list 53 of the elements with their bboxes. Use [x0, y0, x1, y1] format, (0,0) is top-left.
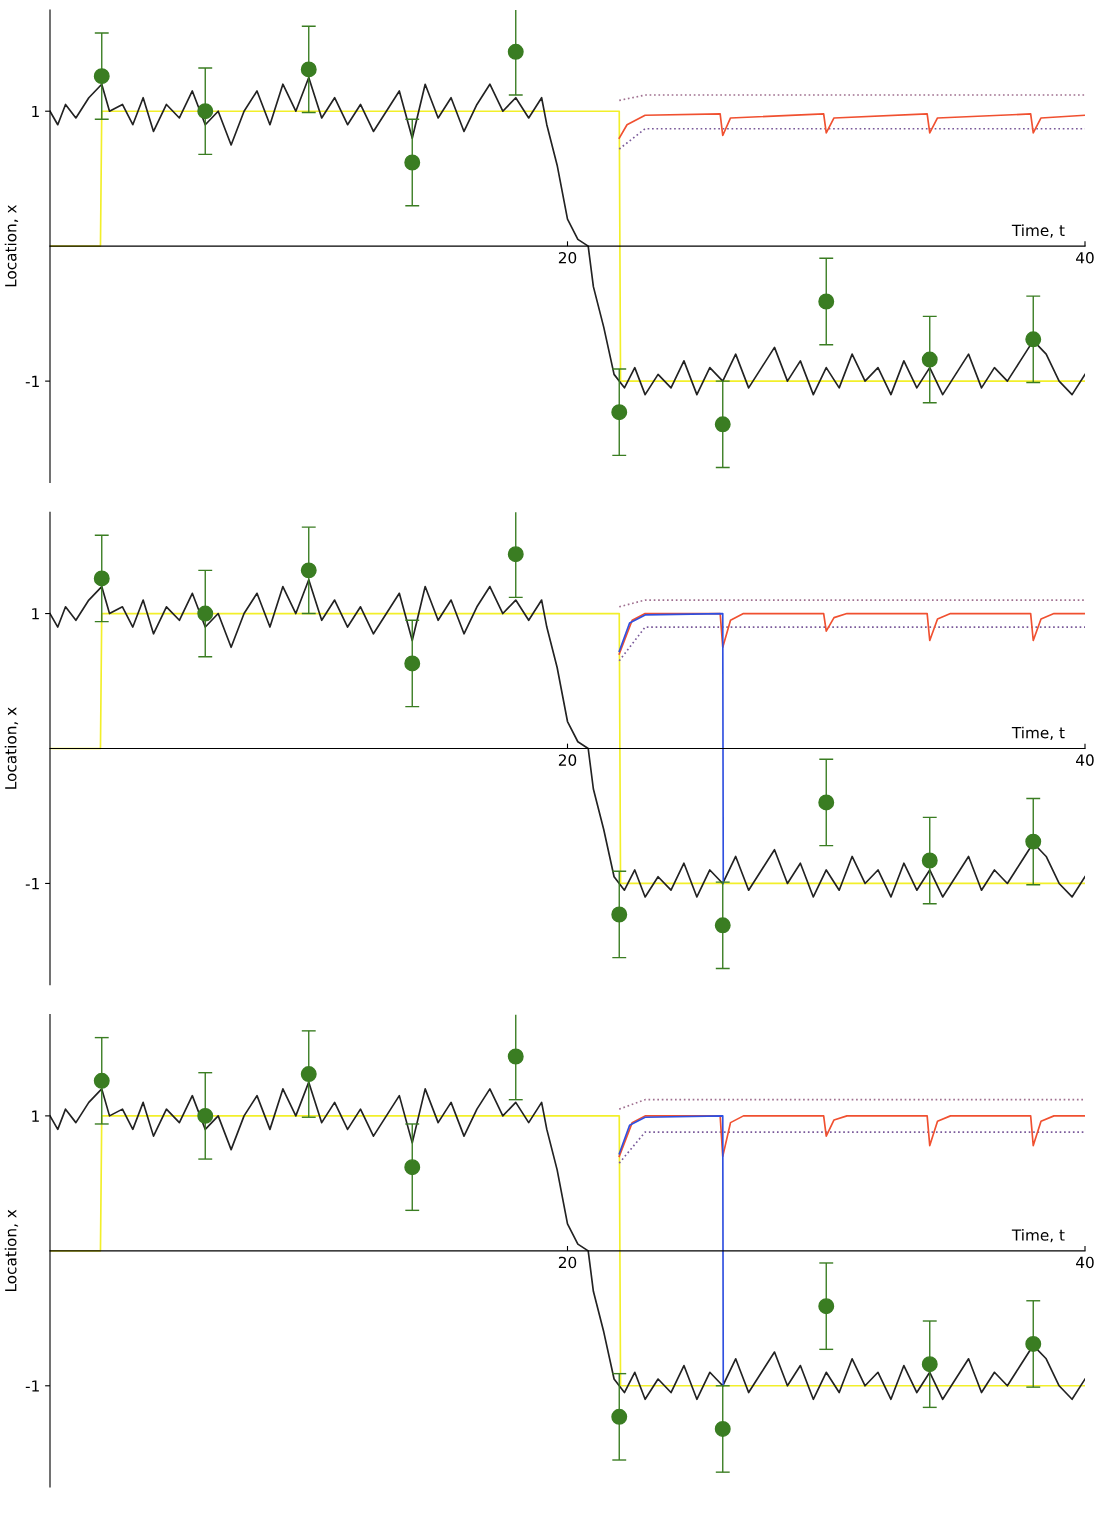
point [818, 293, 835, 310]
x-axis-title: Time, t [1011, 1228, 1065, 1243]
y-tick-label: 1 [32, 608, 39, 620]
x-axis-title: Time, t [1011, 224, 1065, 238]
y-axis-title: Location, x [4, 204, 19, 287]
point [507, 546, 524, 563]
point [921, 852, 938, 869]
point [818, 794, 835, 811]
point [300, 562, 317, 579]
y-axis-title: Location, x [4, 1209, 19, 1292]
point [404, 154, 421, 171]
x-tick-label: 20 [558, 754, 577, 766]
point [197, 605, 214, 622]
point [611, 404, 628, 421]
point [300, 61, 317, 78]
y-tick-label: -1 [25, 878, 39, 890]
y-tick-label: 1 [32, 105, 39, 118]
point [197, 103, 214, 120]
y-axis-title: Location, x [4, 707, 19, 789]
point [611, 1408, 628, 1425]
x-tick-label: 40 [1076, 1256, 1094, 1269]
line-series [618, 113, 1085, 140]
point [611, 906, 628, 923]
x-tick-label: 40 [1076, 754, 1094, 766]
point [197, 1107, 214, 1124]
x-tick-label: 20 [558, 1256, 577, 1269]
y-tick-label: -1 [25, 1380, 39, 1392]
point [404, 1159, 421, 1176]
x-tick-label: 20 [558, 251, 577, 264]
point [507, 1048, 524, 1065]
line-series [618, 1115, 1085, 1158]
x-tick-label: 40 [1076, 251, 1094, 264]
point [93, 570, 110, 587]
point [300, 1066, 317, 1083]
x-axis-title: Time, t [1011, 726, 1065, 741]
point [714, 917, 731, 934]
point [1025, 331, 1042, 348]
y-tick-label: 1 [32, 1110, 39, 1122]
point [1025, 833, 1042, 850]
y-tick-label: -1 [25, 375, 39, 387]
point [921, 1356, 938, 1373]
point [93, 1072, 110, 1089]
point [1025, 1335, 1042, 1352]
line-series [618, 1115, 725, 1387]
line-series [618, 612, 725, 885]
point [93, 68, 110, 85]
point [714, 1420, 731, 1437]
point [818, 1298, 835, 1315]
point [714, 416, 731, 433]
point [404, 655, 421, 672]
line-series [618, 612, 1085, 655]
point [507, 43, 524, 60]
point [921, 351, 938, 368]
